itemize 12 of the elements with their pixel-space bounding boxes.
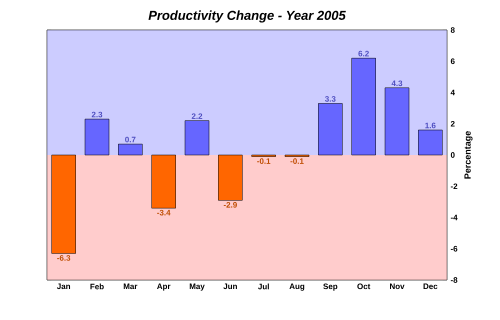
bar [318, 103, 343, 156]
y-axis-title: Percentage [464, 131, 473, 179]
bar [351, 58, 376, 156]
chart-title: Productivity Change - Year 2005 [148, 10, 346, 23]
bar [384, 88, 410, 156]
bar [184, 120, 210, 156]
bar [51, 154, 76, 254]
bar [84, 118, 110, 156]
bar [118, 144, 143, 156]
bar [418, 130, 443, 156]
bar [151, 154, 176, 208]
bar [218, 154, 243, 201]
